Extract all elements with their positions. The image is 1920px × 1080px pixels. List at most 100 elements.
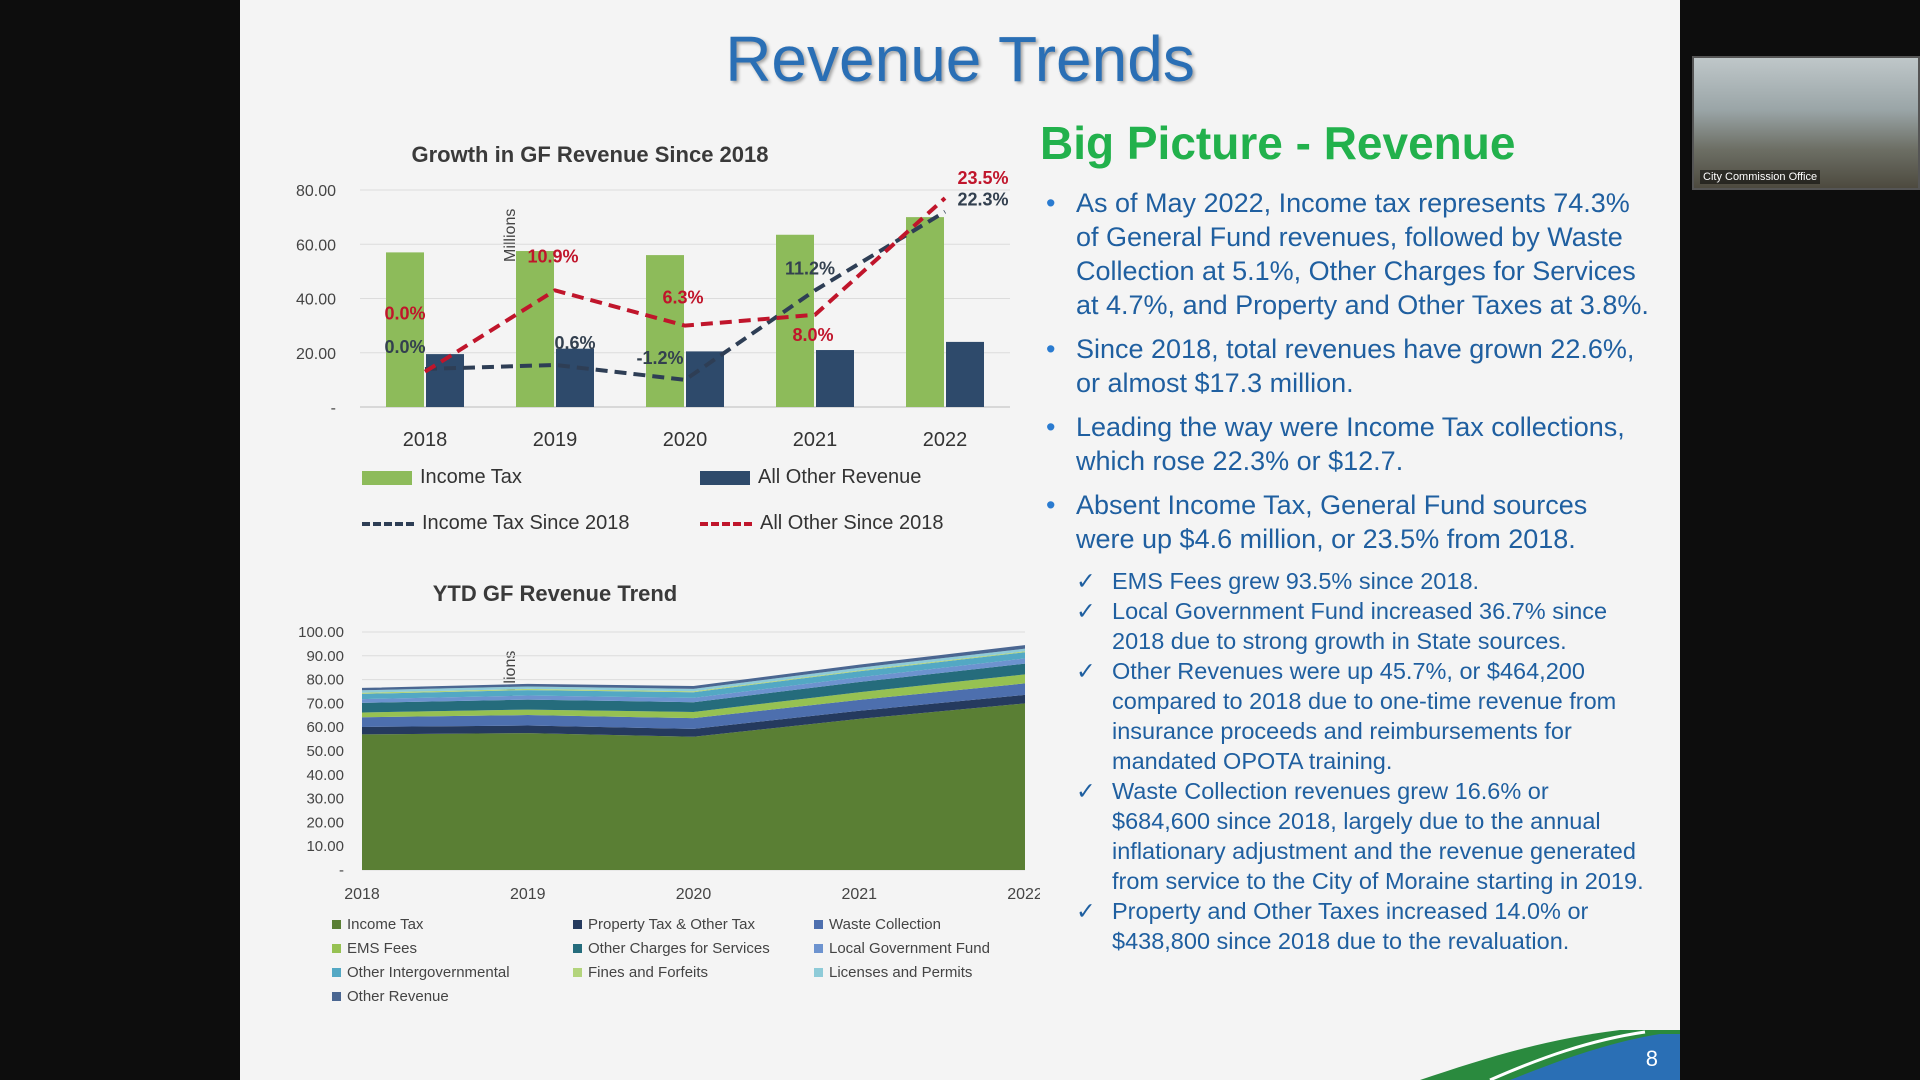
legend-label: All Other Revenue	[758, 466, 922, 488]
y-tick-label: 10.00	[306, 838, 344, 855]
bullet-item: Leading the way were Income Tax collecti…	[1040, 410, 1650, 478]
participant-video[interactable]: City Commission Office	[1692, 56, 1920, 190]
chart1-title: Growth in GF Revenue Since 2018	[411, 142, 769, 167]
bullet-item: Since 2018, total revenues have grown 22…	[1040, 332, 1650, 400]
check-item: ✓ Local Government Fund increased 36.7% s…	[1076, 596, 1650, 656]
check-item: ✓ EMS Fees grew 93.5% since 2018.	[1076, 566, 1650, 596]
check-icon: ✓	[1076, 658, 1096, 684]
bar-all-other-revenue	[556, 348, 594, 407]
y-tick-label: 40.00	[296, 292, 336, 309]
x-tick-label: 2022	[923, 429, 968, 451]
bar-income-tax	[906, 217, 944, 407]
data-label-income-since: 22.3%	[957, 190, 1008, 210]
ytd-legend: Income Tax Property Tax & Other Tax Waste …	[330, 916, 1050, 1016]
check-icon: ✓	[1076, 598, 1096, 624]
legend-dash-other	[700, 521, 752, 526]
x-tick-label: 2022	[1007, 886, 1040, 903]
legend-swatch	[573, 968, 582, 977]
bar-income-tax	[776, 234, 814, 407]
legend-label: Local Government Fund	[829, 940, 990, 957]
legend-label: Income Tax	[420, 466, 522, 488]
legend-item: Other Revenue	[332, 988, 449, 1005]
check-text: Other Revenues were up 45.7%, or $464,20…	[1112, 658, 1617, 774]
legend-label: Income Tax	[347, 916, 424, 933]
legend-label: Other Charges for Services	[588, 940, 770, 957]
legend-item: Income Tax	[332, 916, 423, 933]
data-label-income-since: 0.6%	[554, 333, 595, 353]
y-tick-label: 100.00	[298, 624, 344, 641]
line-all-other-since-2018	[423, 196, 947, 374]
area-property-tax-other-tax	[362, 694, 1025, 737]
x-tick-label: 2020	[676, 886, 712, 903]
area-waste-collection	[362, 683, 1025, 729]
legend-swatch	[814, 968, 823, 977]
legend-item: Waste Collection	[814, 916, 941, 933]
y-tick-label: 80.00	[296, 183, 336, 200]
legend-item: Fines and Forfeits	[573, 964, 708, 981]
bar-income-tax	[646, 255, 684, 407]
area-ems-fees	[362, 674, 1025, 719]
legend-all-other-since-2018: All Other Since 2018	[700, 512, 943, 535]
data-label-other-since: 8.0%	[792, 325, 833, 345]
area-income-tax	[362, 703, 1025, 870]
legend-dash-income	[362, 521, 414, 526]
data-label-other-since: 23.5%	[957, 168, 1008, 188]
legend-label: Waste Collection	[829, 916, 941, 933]
check-icon: ✓	[1076, 778, 1096, 804]
data-label-other-since: 10.9%	[527, 246, 578, 266]
legend-income-tax-since-2018: Income Tax Since 2018	[362, 512, 630, 535]
x-tick-label: 2018	[344, 886, 380, 903]
y-tick-label: 20.00	[296, 346, 336, 363]
check-item: ✓ Waste Collection revenues grew 16.6% or…	[1076, 776, 1650, 896]
swoosh-line	[1489, 1030, 1646, 1080]
area-local-government-fund	[362, 658, 1025, 703]
line-income-tax-since-2018	[424, 209, 947, 382]
data-label-income-since: 11.2%	[785, 258, 835, 278]
legend-label: All Other Since 2018	[760, 512, 944, 534]
legend-swatch	[332, 944, 341, 953]
legend-item: Other Intergovernmental	[332, 964, 510, 981]
legend-swatch	[332, 968, 341, 977]
ytd-area-chart: 100.00 90.00 80.00 70.00 60.00 50.00 40.00 30.0…	[298, 624, 1040, 903]
y-tick-label: -	[339, 862, 344, 879]
legend-label: Fines and Forfeits	[588, 964, 709, 981]
legend-all-other-revenue: All Other Revenue	[700, 466, 921, 489]
legend-label: Other Intergovernmental	[347, 964, 510, 981]
check-list: ✓ EMS Fees grew 93.5% since 2018. ✓ Local …	[1076, 566, 1650, 956]
legend-item: Other Charges for Services	[573, 940, 770, 957]
legend-swatch-income-tax	[362, 470, 412, 485]
data-label-other-since: 6.3%	[662, 288, 703, 308]
check-icon: ✓	[1076, 898, 1096, 924]
slide: Revenue Trends Growth in GF Revenue Sinc…	[240, 0, 1680, 1080]
bullet-item: As of May 2022, Income tax represents 74…	[1040, 186, 1650, 322]
legend-label: Other Revenue	[347, 988, 449, 1005]
bar-income-tax	[386, 252, 424, 407]
swoosh-blue	[1510, 1034, 1680, 1080]
x-tick-label: 2020	[663, 429, 708, 451]
y-tick-label: 90.00	[306, 648, 344, 665]
footer-swoosh	[1420, 1030, 1680, 1080]
big-picture-title: Big Picture - Revenue	[1040, 117, 1516, 169]
legend-item: Local Government Fund	[814, 940, 990, 957]
y-tick-label: 20.00	[306, 814, 344, 831]
legend-label: Property Tax & Other Tax	[588, 916, 756, 933]
bar-all-other-revenue	[946, 341, 984, 407]
page-number: 8	[1645, 1046, 1658, 1071]
check-text: Local Government Fund increased 36.7% si…	[1112, 598, 1608, 654]
x-tick-label: 2019	[533, 429, 578, 451]
area-other-charges-for-services	[362, 663, 1025, 713]
x-tick-label: 2021	[793, 429, 838, 451]
legend-item: EMS Fees	[332, 940, 417, 957]
bar-all-other-revenue	[816, 350, 854, 407]
check-item: ✓ Other Revenues were up 45.7%, or $464,2…	[1076, 656, 1650, 776]
legend-swatch	[332, 920, 341, 929]
legend-swatch	[573, 920, 582, 929]
area-other-intergovernmental	[362, 652, 1025, 700]
legend-label: Income Tax Since 2018	[422, 512, 630, 534]
y-tick-label: 30.00	[306, 791, 344, 808]
data-label-other-since: 0.0%	[384, 304, 425, 324]
bar-all-other-revenue	[426, 354, 464, 407]
check-item: ✓ Property and Other Taxes increased 14.0…	[1076, 896, 1650, 956]
bullet-item: Absent Income Tax, General Fund sources …	[1040, 488, 1650, 556]
y-tick-label: 40.00	[306, 767, 344, 784]
